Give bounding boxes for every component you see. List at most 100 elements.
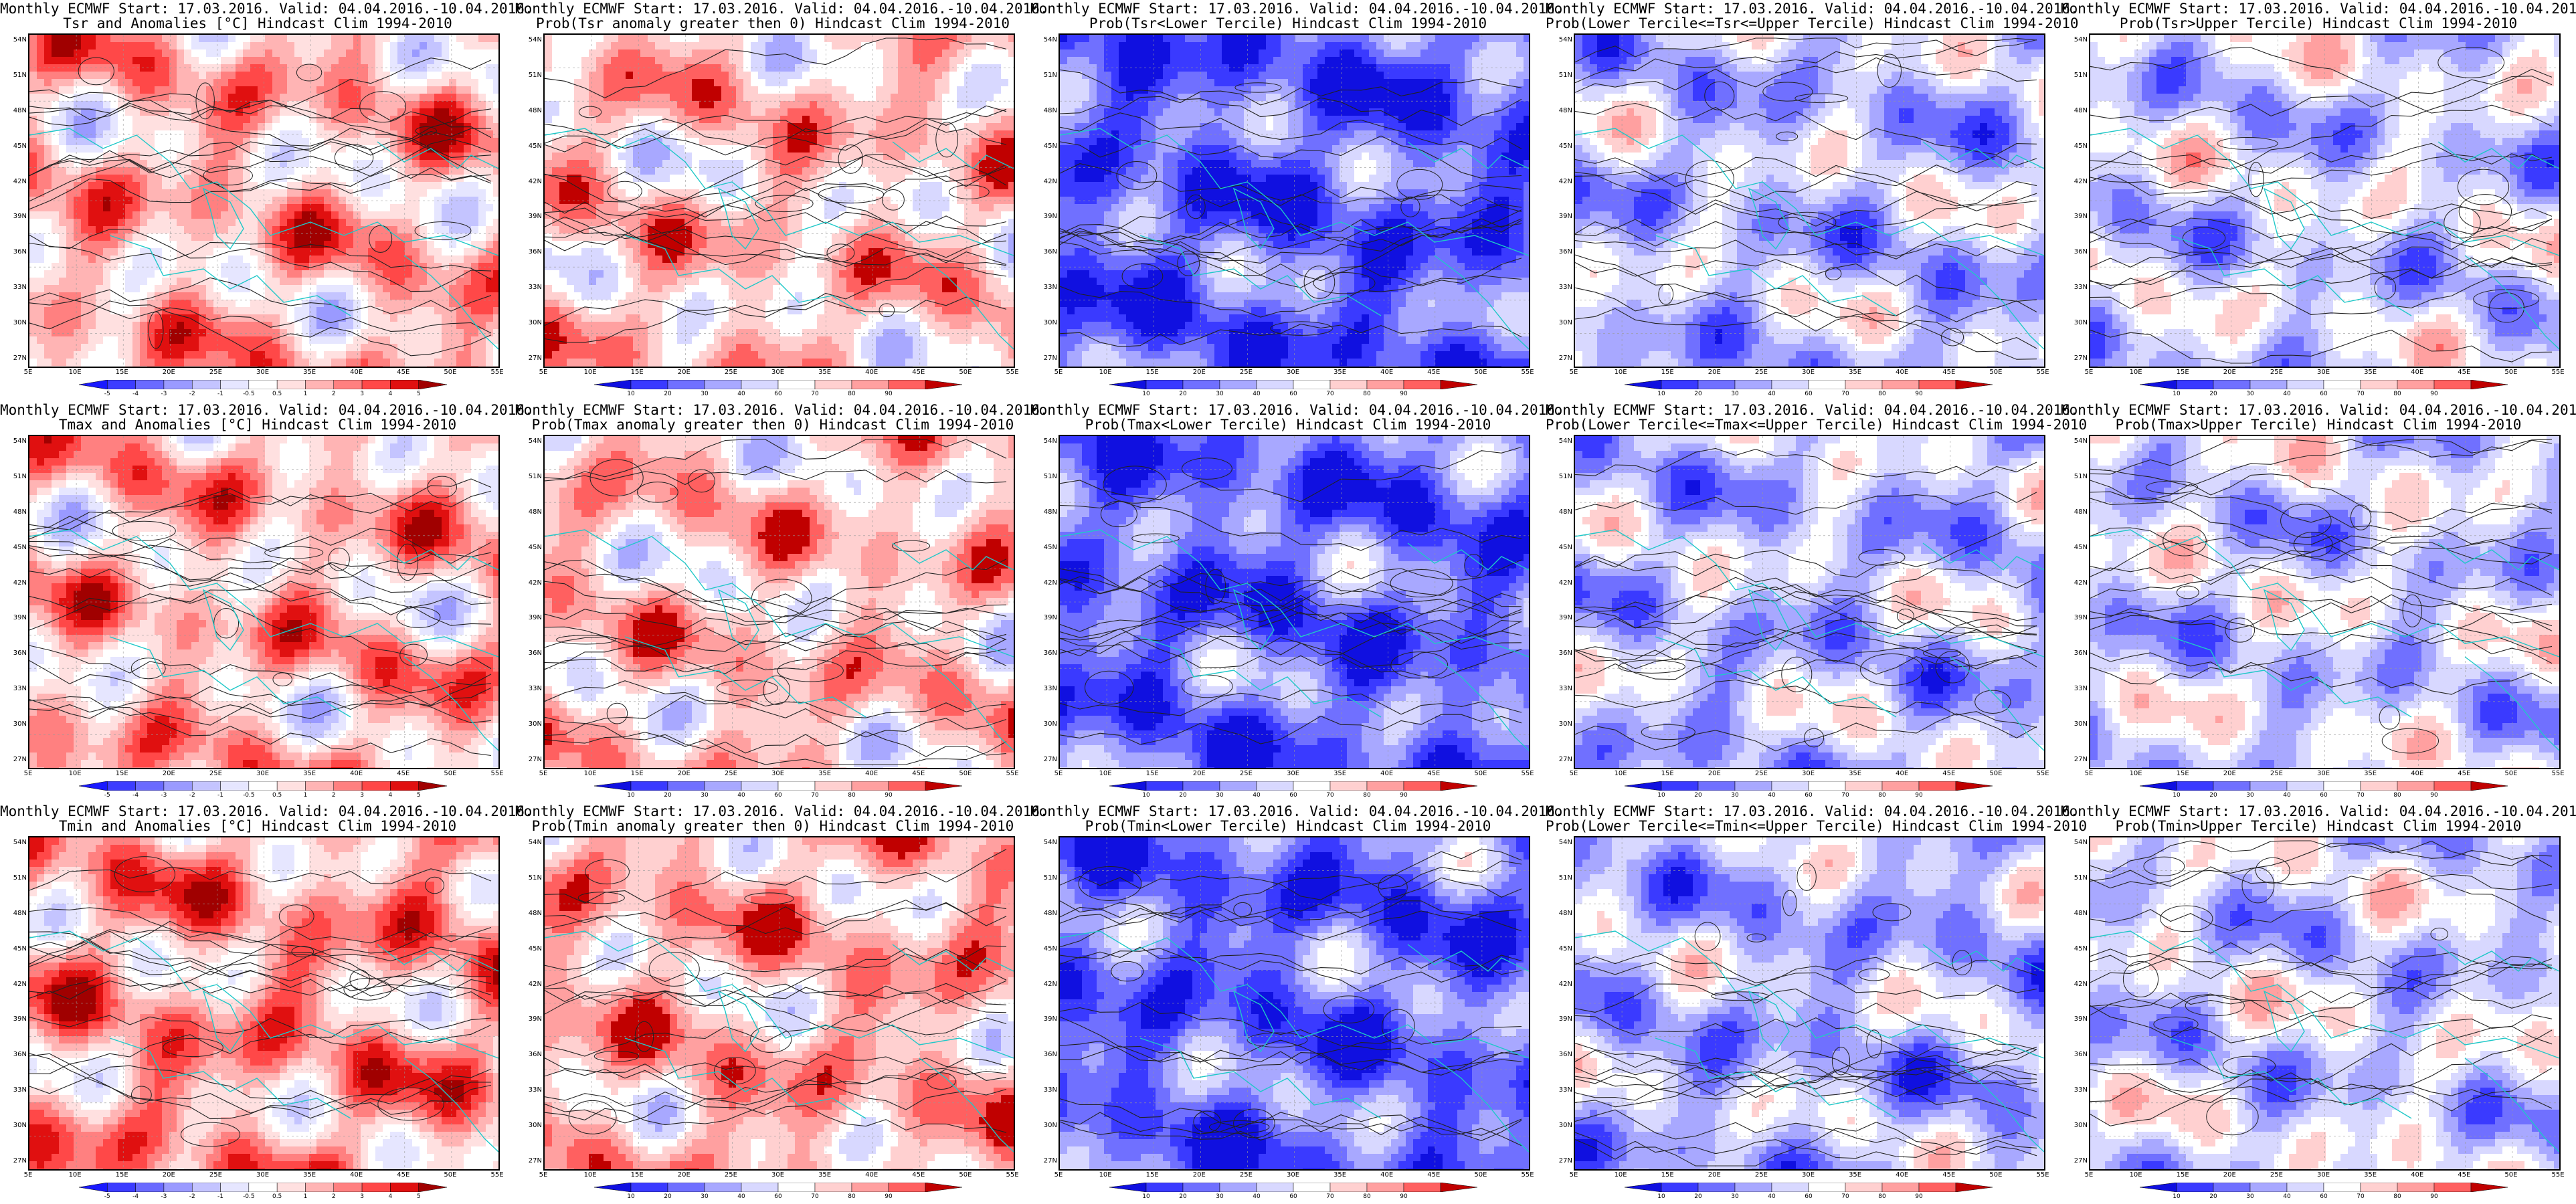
- lat-tick-label: 36N: [5, 650, 27, 657]
- colorbar-label: 10: [1651, 1193, 1671, 1200]
- colorbar-label: 70: [2351, 391, 2371, 397]
- lon-tick-label: 25E: [202, 771, 229, 777]
- colorbar: [1109, 380, 1477, 389]
- colorbar-swatch: [1955, 781, 1993, 791]
- colorbar-label: 40: [731, 1193, 751, 1200]
- lat-tick-label: 54N: [2066, 37, 2088, 43]
- colorbar-label: 0.5: [267, 792, 287, 799]
- colorbar-label: 70: [805, 391, 825, 397]
- colorbar-label: -5: [97, 792, 117, 799]
- lat-tick-label: 54N: [1036, 37, 1057, 43]
- colorbar-swatch: [1329, 1183, 1368, 1192]
- colorbar-swatch: [2213, 781, 2251, 791]
- lon-tick-label: 35E: [812, 1172, 838, 1179]
- colorbar-label: -3: [154, 1193, 174, 1200]
- colorbar-swatch: [1440, 1183, 1477, 1192]
- lon-tick-label: 15E: [2169, 1172, 2196, 1179]
- colorbar-swatch: [2286, 1183, 2324, 1192]
- lon-tick-label: 15E: [108, 1172, 135, 1179]
- lon-tick-label: 10E: [577, 369, 604, 376]
- colorbar-swatch: [2470, 1183, 2508, 1192]
- colorbar-swatch: [2249, 380, 2288, 389]
- lon-tick-label: 20E: [1186, 369, 1212, 376]
- colorbar-label: -0.5: [239, 792, 259, 799]
- panel-title: Monthly ECMWF Start: 17.03.2016. Valid: …: [515, 804, 1048, 819]
- map-area: [1059, 33, 1530, 368]
- panel-subtitle: Prob(Tmin<Lower Tercile) Hindcast Clim 1…: [1030, 819, 1546, 833]
- colorbar-label: 40: [1762, 792, 1782, 799]
- colorbar: [2140, 781, 2508, 791]
- map-area: [2089, 836, 2561, 1171]
- lon-tick-label: 45E: [1420, 771, 1447, 777]
- lat-tick-label: 39N: [521, 1016, 542, 1023]
- panel-title: Monthly ECMWF Start: 17.03.2016. Valid: …: [2061, 804, 2576, 819]
- lon-tick-label: 20E: [1701, 771, 1728, 777]
- lat-tick-label: 30N: [2066, 721, 2088, 728]
- lon-tick-label: 10E: [62, 369, 88, 376]
- forecast-panel: Monthly ECMWF Start: 17.03.2016. Valid: …: [0, 0, 533, 401]
- colorbar-label: 60: [768, 792, 788, 799]
- colorbar-swatch: [1734, 1183, 1772, 1192]
- colorbar-swatch: [1109, 1183, 1147, 1192]
- lat-tick-label: 30N: [2066, 1122, 2088, 1129]
- colorbar-swatch: [2360, 380, 2398, 389]
- lat-tick-label: 48N: [2066, 107, 2088, 114]
- lat-tick-label: 48N: [1036, 107, 1057, 114]
- panel-subtitle: Prob(Tsr>Upper Tercile) Hindcast Clim 19…: [2061, 16, 2576, 31]
- lat-tick-label: 36N: [2066, 650, 2088, 657]
- lon-tick-label: 55E: [999, 771, 1026, 777]
- lon-tick-label: 25E: [1232, 771, 1259, 777]
- colorbar-label: -2: [182, 792, 202, 799]
- colorbar-label: 20: [658, 792, 678, 799]
- lon-tick-label: 55E: [484, 369, 511, 376]
- lon-tick-label: 40E: [858, 771, 885, 777]
- colorbar-swatch: [2140, 380, 2177, 389]
- lat-tick-label: 45N: [521, 142, 542, 150]
- colorbar-swatch: [135, 1183, 165, 1192]
- lon-tick-label: 30E: [2310, 771, 2337, 777]
- lat-tick-label: 36N: [1551, 650, 1572, 657]
- lon-tick-label: 15E: [2169, 369, 2196, 376]
- colorbar-label: 3: [352, 792, 372, 799]
- colorbar-swatch: [1182, 380, 1220, 389]
- colorbar-swatch: [925, 1183, 962, 1192]
- colorbar-swatch: [1697, 781, 1736, 791]
- lon-tick-label: 30E: [1280, 1172, 1307, 1179]
- colorbar: [1625, 781, 1993, 791]
- colorbar-swatch: [1918, 781, 1956, 791]
- lon-tick-label: 5E: [15, 369, 41, 376]
- colorbar: [79, 781, 447, 791]
- lon-tick-label: 5E: [1560, 369, 1587, 376]
- colorbar-swatch: [925, 781, 962, 791]
- lon-tick-label: 35E: [296, 771, 323, 777]
- colorbar-label: 80: [1357, 1193, 1377, 1200]
- lon-tick-label: 10E: [1607, 1172, 1634, 1179]
- colorbar-label: -2: [182, 391, 202, 397]
- lat-tick-label: 33N: [2066, 284, 2088, 291]
- lon-tick-label: 25E: [202, 369, 229, 376]
- colorbar-label: 70: [805, 1193, 825, 1200]
- lon-tick-label: 45E: [390, 771, 417, 777]
- lat-tick-label: 48N: [2066, 508, 2088, 516]
- lon-tick-label: 15E: [624, 369, 650, 376]
- lon-tick-label: 10E: [2122, 771, 2149, 777]
- colorbar-swatch: [79, 781, 108, 791]
- lat-tick-label: 30N: [521, 320, 542, 326]
- colorbar-label: 20: [1173, 1193, 1193, 1200]
- colorbar-swatch: [851, 781, 889, 791]
- lat-tick-label: 54N: [2066, 839, 2088, 846]
- map-area: [1059, 435, 1530, 769]
- colorbar-label: 80: [1872, 1193, 1892, 1200]
- colorbar-swatch: [1771, 781, 1809, 791]
- lat-tick-label: 45N: [521, 544, 542, 551]
- panel-title: Monthly ECMWF Start: 17.03.2016. Valid: …: [1546, 403, 2079, 417]
- lat-tick-label: 39N: [5, 1016, 27, 1023]
- lon-tick-label: 30E: [1795, 369, 1822, 376]
- lat-tick-label: 33N: [5, 686, 27, 692]
- colorbar-label: 80: [842, 1193, 862, 1200]
- lon-tick-label: 45E: [905, 369, 932, 376]
- colorbar-label: 70: [1320, 1193, 1340, 1200]
- lat-tick-label: 39N: [1551, 213, 1572, 220]
- lon-tick-label: 45E: [1936, 369, 1962, 376]
- lat-tick-label: 42N: [1036, 981, 1057, 988]
